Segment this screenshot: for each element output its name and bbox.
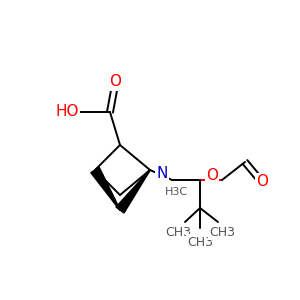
Text: N: N xyxy=(156,167,168,182)
Text: O: O xyxy=(206,167,218,182)
Text: H3C: H3C xyxy=(165,187,188,197)
Polygon shape xyxy=(116,170,150,213)
Text: CH3: CH3 xyxy=(209,226,235,238)
Text: HO: HO xyxy=(55,104,79,119)
Polygon shape xyxy=(91,167,120,210)
Text: O: O xyxy=(256,175,268,190)
Text: CH3: CH3 xyxy=(165,226,191,238)
Text: CH3: CH3 xyxy=(187,236,213,248)
Text: O: O xyxy=(109,74,121,89)
